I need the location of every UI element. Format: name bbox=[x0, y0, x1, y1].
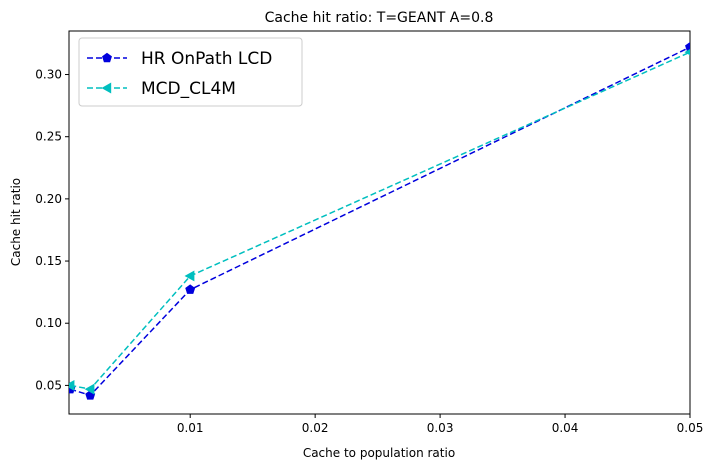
x-tick-label: 0.01 bbox=[177, 421, 204, 435]
x-tick-label: 0.04 bbox=[552, 421, 579, 435]
axes-frame bbox=[68, 30, 691, 415]
plot-area bbox=[68, 30, 691, 415]
x-axis-label: Cache to population ratio bbox=[303, 446, 455, 460]
y-tick-label: 0.30 bbox=[35, 68, 62, 82]
x-tick-label: 0.03 bbox=[427, 421, 454, 435]
x-tick-label: 0.02 bbox=[302, 421, 329, 435]
data-point bbox=[84, 383, 95, 395]
y-tick-label: 0.05 bbox=[35, 378, 62, 392]
series-line bbox=[70, 51, 690, 390]
data-point bbox=[184, 270, 195, 282]
legend-label: MCD_CL4M bbox=[141, 79, 236, 99]
data-point bbox=[685, 41, 690, 52]
legend-label: HR OnPath LCD bbox=[141, 49, 272, 69]
legend-marker bbox=[102, 52, 112, 63]
y-axis-label: Cache hit ratio bbox=[9, 178, 23, 266]
y-tick-label: 0.10 bbox=[35, 316, 62, 330]
chart-title: Cache hit ratio: T=GEANT A=0.8 bbox=[265, 10, 494, 26]
data-point bbox=[185, 284, 196, 294]
legend-box bbox=[78, 37, 303, 107]
legend-marker bbox=[101, 82, 112, 94]
x-tick-label: 0.05 bbox=[677, 421, 704, 435]
data-point bbox=[684, 49, 690, 56]
y-tick-label: 0.15 bbox=[35, 254, 62, 268]
legend: HR OnPath LCD MCD_CL4M bbox=[78, 37, 303, 107]
series-line bbox=[70, 46, 690, 397]
y-tick-label: 0.20 bbox=[35, 192, 62, 206]
y-tick-label: 0.25 bbox=[35, 130, 62, 144]
series-2 bbox=[69, 49, 690, 395]
axis-ticks: 0.01 0.02 0.03 0.04 0.05 0.05 0.10 0.15 0.20 0.25… bbox=[35, 68, 703, 435]
data-point bbox=[69, 379, 75, 391]
